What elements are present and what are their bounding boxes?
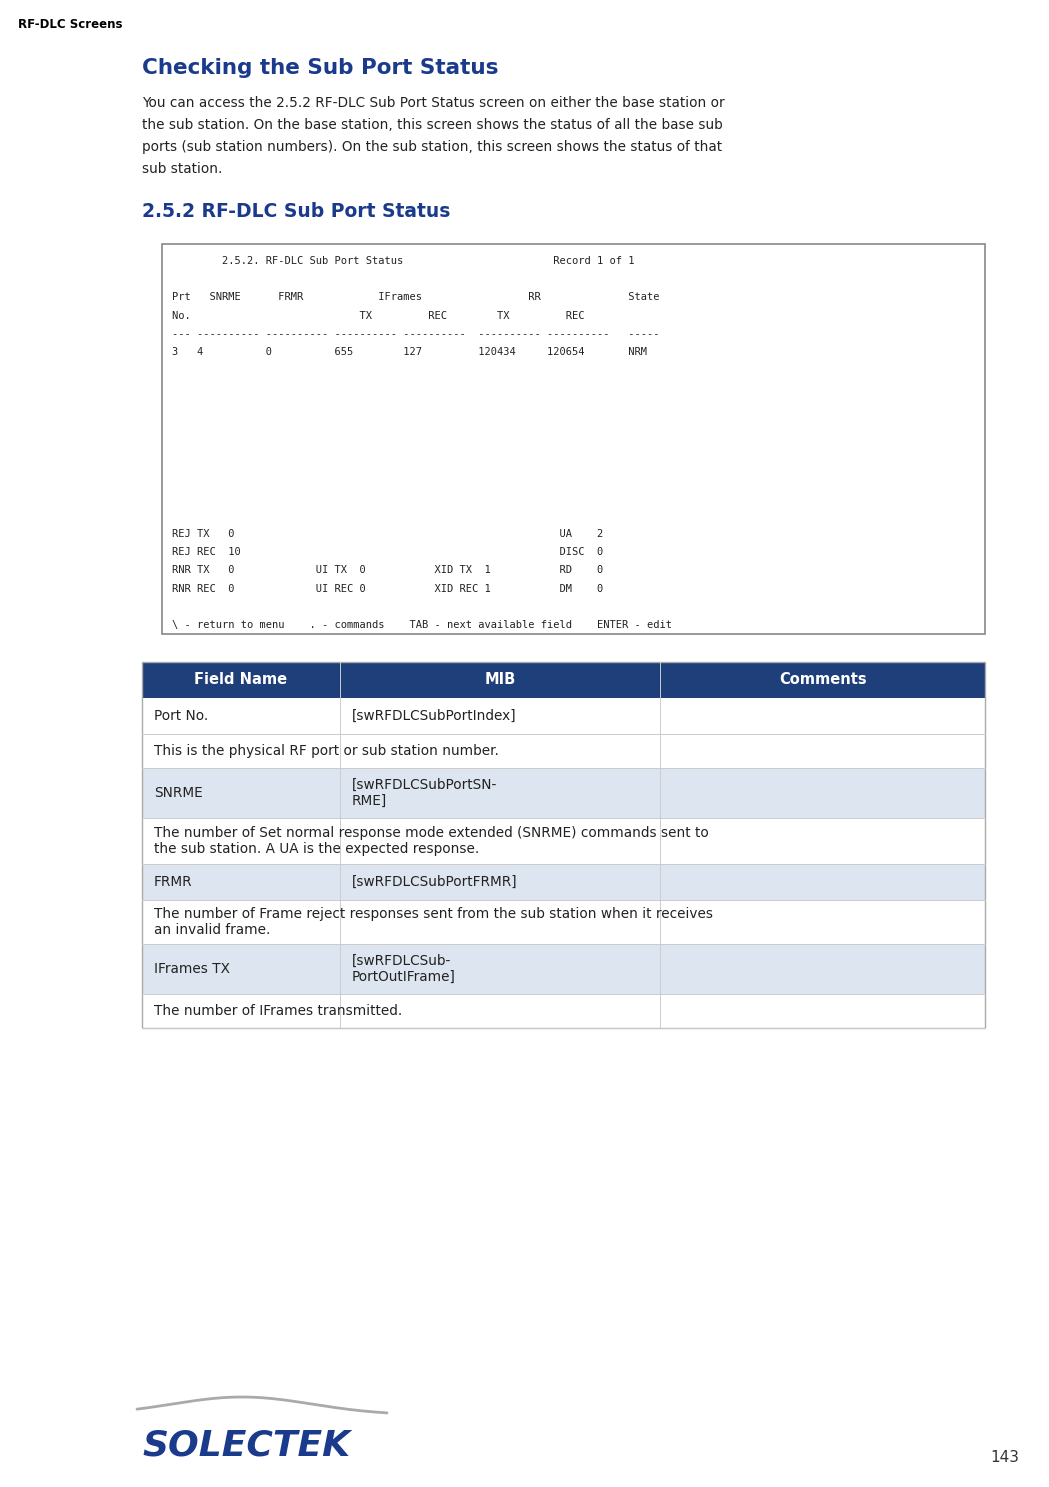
Text: \ - return to menu    . - commands    TAB - next available field    ENTER - edit: \ - return to menu . - commands TAB - ne… [172,620,672,630]
Text: the sub station. A UA is the expected response.: the sub station. A UA is the expected re… [154,842,479,857]
Text: Checking the Sub Port Status: Checking the Sub Port Status [142,58,498,77]
Bar [142,697,985,735]
Bar [142,662,985,697]
Text: sub station.: sub station. [142,162,222,175]
Text: 2.5.2 RF-DLC Sub Port Status: 2.5.2 RF-DLC Sub Port Status [142,202,450,222]
Text: 143: 143 [990,1450,1019,1465]
Text: [swRFDLCSubPortSN-: [swRFDLCSubPortSN- [352,778,497,793]
Text: [swRFDLCSubPortFRMR]: [swRFDLCSubPortFRMR] [352,874,518,889]
Bar [142,993,985,1028]
Text: The number of Set normal response mode extended (SNRME) commands sent to: The number of Set normal response mode e… [154,825,709,840]
Bar [142,864,985,900]
Text: RNR TX   0             UI TX  0           XID TX  1           RD    0: RNR TX 0 UI TX 0 XID TX 1 RD 0 [172,565,603,575]
Text: REJ REC  10                                                   DISC  0: REJ REC 10 DISC 0 [172,547,603,558]
Text: 3   4          0          655        127         120434     120654       NRM: 3 4 0 655 127 120434 120654 NRM [172,346,647,357]
Text: [swRFDLCSub-: [swRFDLCSub- [352,955,451,968]
Text: ports (sub station numbers). On the sub station, this screen shows the status of: ports (sub station numbers). On the sub … [142,140,722,155]
Text: RME]: RME] [352,794,387,807]
Bar [142,900,985,944]
Text: FRMR: FRMR [154,874,193,889]
Text: [swRFDLCSubPortIndex]: [swRFDLCSubPortIndex] [352,709,517,723]
Text: No.                           TX         REC        TX         REC: No. TX REC TX REC [172,311,584,321]
Bar [142,662,985,1028]
Bar [142,944,985,993]
Text: The number of IFrames transmitted.: The number of IFrames transmitted. [154,1004,402,1019]
Text: the sub station. On the base station, this screen shows the status of all the ba: the sub station. On the base station, th… [142,117,723,132]
Text: --- ---------- ---------- ---------- ----------  ---------- ----------   -----: --- ---------- ---------- ---------- ---… [172,329,660,339]
Bar [142,735,985,767]
Text: RNR REC  0             UI REC 0           XID REC 1           DM    0: RNR REC 0 UI REC 0 XID REC 1 DM 0 [172,583,603,593]
Text: an invalid frame.: an invalid frame. [154,923,271,937]
Bar [162,244,985,633]
Text: Prt   SNRME      FRMR            IFrames                 RR              State: Prt SNRME FRMR IFrames RR State [172,293,660,302]
Text: RF-DLC Screens: RF-DLC Screens [18,18,123,31]
Text: SOLECTEK: SOLECTEK [142,1429,350,1463]
Text: MIB: MIB [485,672,516,687]
Bar [142,767,985,818]
Text: This is the physical RF port or sub station number.: This is the physical RF port or sub stat… [154,744,499,758]
Text: IFrames TX: IFrames TX [154,962,230,975]
Text: 2.5.2. RF-DLC Sub Port Status                        Record 1 of 1: 2.5.2. RF-DLC Sub Port Status Record 1 o… [172,256,635,266]
Text: Field Name: Field Name [194,672,287,687]
Bar [142,818,985,864]
Text: Comments: Comments [779,672,866,687]
Text: SNRME: SNRME [154,787,202,800]
Text: PortOutIFrame]: PortOutIFrame] [352,970,456,984]
Text: REJ TX   0                                                    UA    2: REJ TX 0 UA 2 [172,529,603,538]
Text: The number of Frame reject responses sent from the sub station when it receives: The number of Frame reject responses sen… [154,907,713,920]
Text: You can access the 2.5.2 RF-DLC Sub Port Status screen on either the base statio: You can access the 2.5.2 RF-DLC Sub Port… [142,97,725,110]
Text: Port No.: Port No. [154,709,209,723]
